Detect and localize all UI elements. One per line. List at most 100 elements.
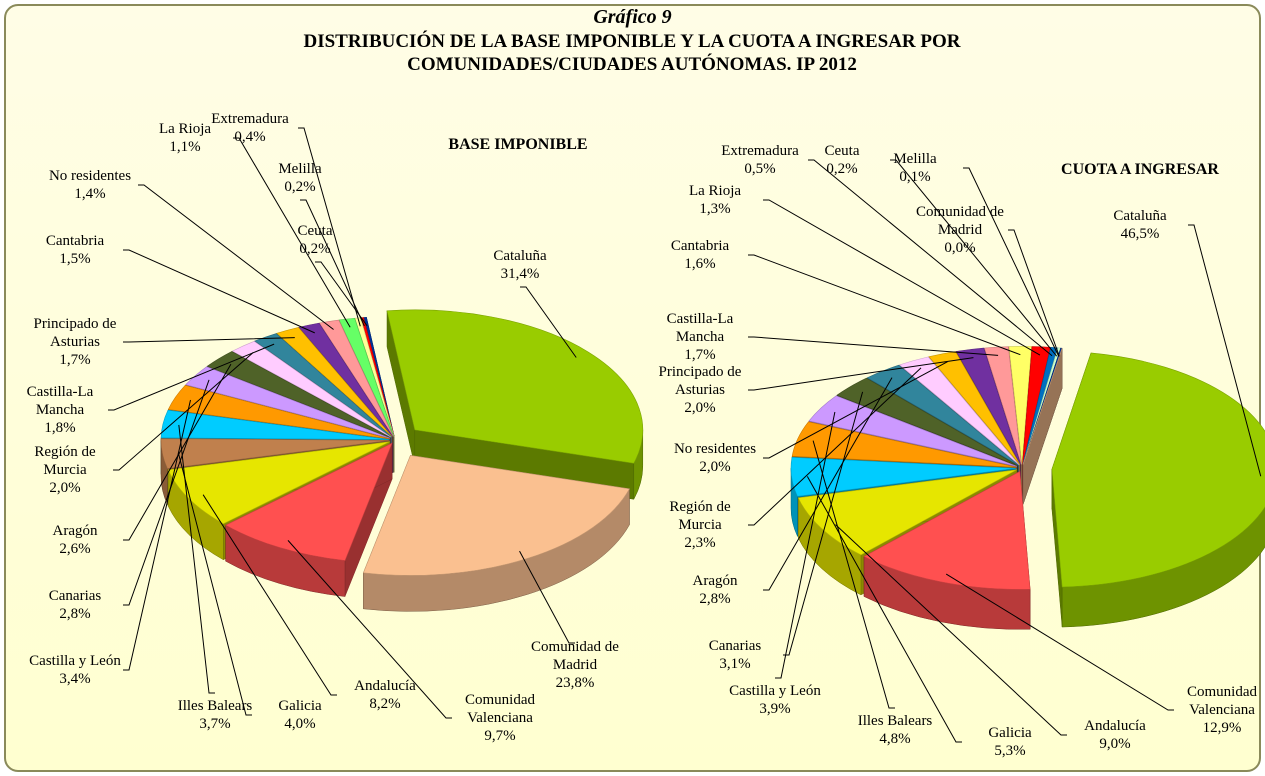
data-label: Andalucía 9,0% (1084, 717, 1146, 753)
leader-line (300, 199, 365, 327)
category-label: Comunidad Valenciana (1187, 684, 1257, 718)
value-label: 31,4% (500, 266, 540, 282)
data-label: Comunidad Valenciana 12,9% (1187, 683, 1257, 737)
leader-line (113, 352, 254, 471)
pie-slice (225, 442, 393, 561)
pie-slice (298, 322, 394, 437)
data-label: Región de Murcia 2,3% (648, 498, 753, 552)
value-label: 3,1% (719, 656, 751, 672)
category-label: Comunidad de Madrid (916, 204, 1004, 238)
data-label: Cataluña 31,4% (493, 247, 546, 283)
leader-line (748, 357, 974, 391)
category-label: Aragón (692, 573, 738, 589)
data-label: Ceuta 0,2% (825, 142, 860, 178)
value-label: 12,9% (1202, 720, 1242, 736)
data-label: Ceuta 0,2% (298, 222, 333, 258)
category-label: Extremadura (211, 111, 289, 127)
category-label: Comunidad Valenciana (465, 692, 535, 726)
category-label: Cantabria (45, 233, 105, 249)
pie-slice (955, 347, 1021, 465)
value-label: 0,5% (744, 161, 776, 177)
value-label: 4,8% (879, 731, 911, 747)
data-label: Extremadura 0,5% (721, 142, 798, 178)
data-label: Comunidad de Madrid 0,0% (908, 203, 1013, 257)
value-label: 3,9% (759, 701, 791, 717)
leader-line (763, 361, 948, 459)
category-label: Principado de Asturias (658, 364, 742, 398)
category-label: Principado de Asturias (33, 316, 117, 350)
value-label: 2,0% (684, 400, 716, 416)
value-label: 0,2% (284, 179, 316, 195)
value-label: 46,5% (1120, 226, 1160, 242)
leader-line (108, 343, 275, 411)
pie-title: CUOTA A INGRESAR (1061, 161, 1219, 178)
data-label: Canarias 3,1% (709, 637, 761, 673)
pie-slice (254, 333, 392, 438)
data-label: Galicia 5,3% (988, 724, 1031, 760)
value-label: 3,7% (199, 716, 231, 732)
category-label: Galicia (988, 725, 1032, 741)
data-label: Castilla y León 3,4% (29, 652, 121, 688)
category-label: Illes Balears (857, 713, 933, 729)
value-label: 1,7% (59, 352, 91, 368)
value-label: 0,4% (234, 129, 266, 145)
data-label: Andalucía 8,2% (354, 677, 416, 713)
pie-slice (276, 327, 393, 438)
pie-slice (797, 469, 1017, 556)
value-label: 2,6% (59, 541, 91, 557)
leader-line (806, 476, 962, 743)
value-label: 1,4% (74, 186, 106, 202)
value-label: 1,3% (699, 201, 731, 217)
data-label: Aragón 2,8% (693, 572, 738, 608)
data-label: No residentes 2,0% (674, 440, 756, 476)
leader-line (123, 379, 210, 606)
data-label: Castilla-La Mancha 1,8% (8, 383, 113, 437)
value-label: 0,2% (826, 161, 858, 177)
pie-slice (386, 309, 644, 464)
category-label: Ceuta (297, 223, 333, 239)
value-label: 0,2% (299, 241, 331, 257)
category-label: La Rioja (688, 183, 742, 199)
leader-line (123, 249, 315, 334)
leader-line (202, 494, 337, 696)
pie-slice (167, 385, 390, 440)
category-label: No residentes (673, 441, 757, 457)
data-label: Canarias 2,8% (49, 587, 101, 623)
data-label: Cantabria 1,5% (46, 232, 104, 268)
leader-line (808, 159, 1053, 357)
category-label: Melilla (893, 151, 937, 167)
category-label: Ceuta (824, 143, 860, 159)
category-label: Melilla (278, 161, 322, 177)
pie-slice (1051, 352, 1265, 588)
data-label: Cataluña 46,5% (1113, 207, 1166, 243)
pie-slice (836, 377, 1018, 466)
leader-line (812, 440, 895, 709)
leader-line (519, 550, 575, 644)
pie-title: BASE IMPONIBLE (448, 136, 588, 153)
pie-slice (791, 421, 1017, 468)
leader-line (763, 199, 1041, 356)
data-label: Región de Murcia 2,0% (13, 443, 118, 497)
pie-slice (984, 346, 1022, 465)
category-label: Castilla-La Mancha (26, 384, 94, 418)
category-label: Región de Murcia (34, 444, 96, 478)
leader-line (1188, 224, 1262, 477)
leader-line (835, 524, 1067, 736)
data-label: Extremadura 0,4% (211, 110, 288, 146)
pie-slice (206, 351, 391, 438)
pie-slice (928, 351, 1021, 465)
leader-line (945, 573, 1174, 711)
pie-slice (790, 457, 1017, 497)
data-label: Melilla 0,1% (893, 150, 936, 186)
value-label: 2,8% (59, 606, 91, 622)
category-label: Comunidad de Madrid (531, 639, 619, 673)
value-label: 1,1% (169, 139, 201, 155)
leader-line (1008, 229, 1060, 357)
category-label: Castilla y León (29, 653, 121, 669)
value-label: 1,5% (59, 251, 91, 267)
leader-line (520, 286, 577, 358)
data-label: Galicia 4,0% (278, 697, 321, 733)
pie-slice (898, 356, 1020, 466)
